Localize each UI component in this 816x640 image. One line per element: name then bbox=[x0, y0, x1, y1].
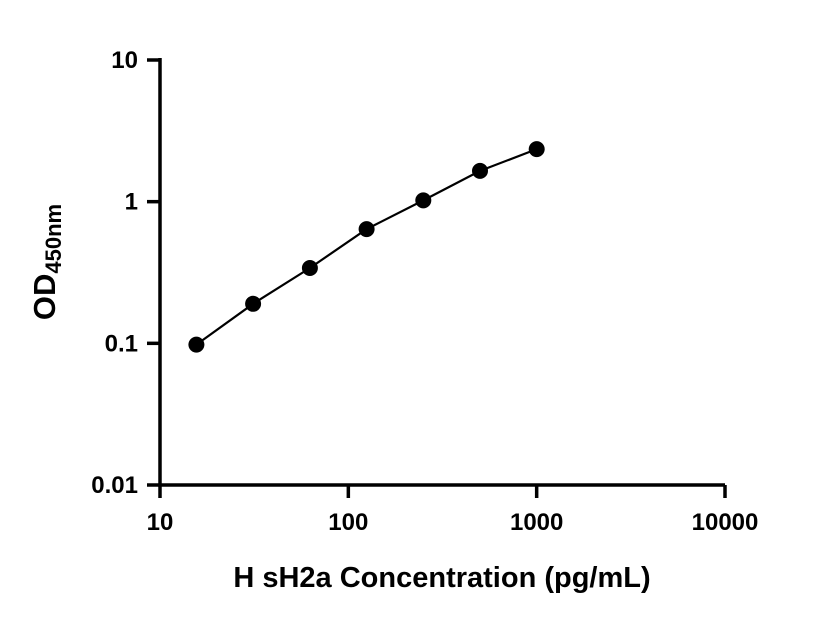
y-axis-label: OD450nm bbox=[27, 204, 67, 320]
axis-spine bbox=[158, 58, 725, 487]
y-axis-tick-label: 10 bbox=[111, 47, 138, 74]
y-axis-tick-label: 0.01 bbox=[91, 472, 138, 499]
y-axis-label-main: OD bbox=[27, 273, 62, 321]
data-point bbox=[301, 260, 318, 276]
series-line bbox=[195, 148, 538, 346]
x-axis-tick-label: 100 bbox=[328, 509, 368, 536]
data-point bbox=[358, 221, 375, 238]
y-axis-label-subscript: 450nm bbox=[41, 203, 66, 274]
data-point bbox=[528, 141, 545, 158]
x-axis-tick-label: 1000 bbox=[510, 509, 563, 536]
y-axis-tick-label: 1 bbox=[125, 189, 138, 216]
x-axis-tick-label: 10 bbox=[147, 509, 174, 536]
data-point bbox=[472, 162, 488, 179]
x-axis-label: H sH2a Concentration (pg/mL) bbox=[233, 562, 651, 594]
x-axis-tick-label: 10000 bbox=[692, 509, 759, 536]
data-point bbox=[245, 295, 262, 312]
data-point bbox=[415, 192, 432, 209]
data-point bbox=[188, 336, 205, 353]
y-axis-tick-label: 0.1 bbox=[105, 330, 138, 357]
